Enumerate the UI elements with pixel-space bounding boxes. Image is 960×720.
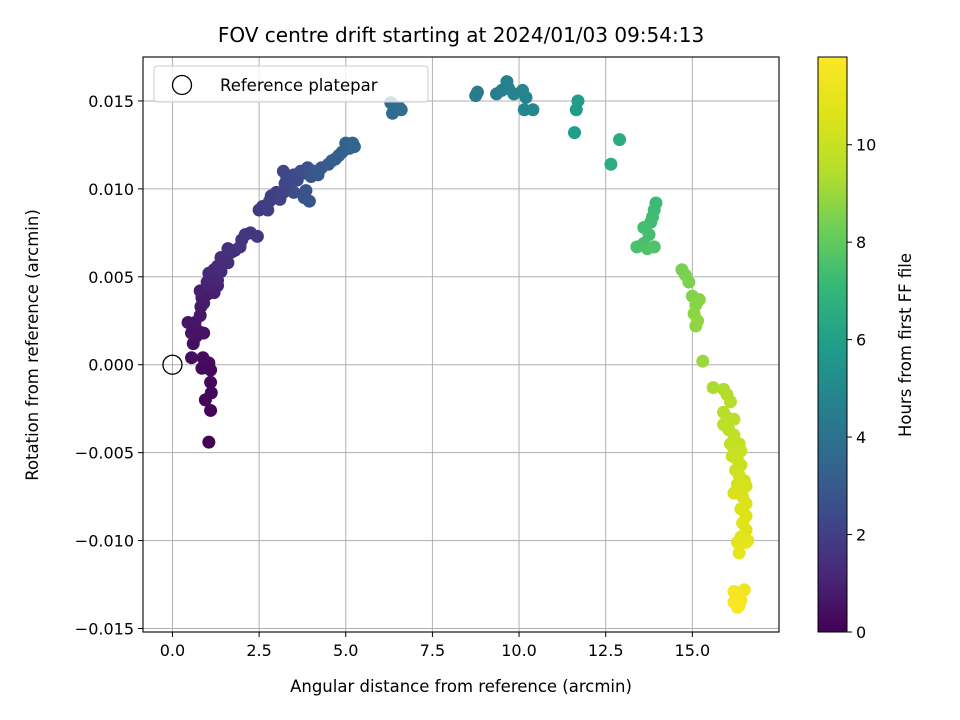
colorbar-label: Hours from first FF file — [896, 253, 915, 437]
data-point — [204, 386, 218, 400]
data-point — [569, 103, 583, 117]
colorbar: 0 2 4 6 8 10 Hours from first FF file — [817, 56, 915, 642]
y-tick-label: 0.000 — [88, 356, 134, 375]
data-point — [302, 194, 316, 208]
colorbar-ticks: 0 2 4 6 8 10 — [847, 136, 876, 642]
data-point — [604, 157, 618, 171]
x-axis-ticks: 0.0 2.5 5.0 7.5 10.0 12.5 15.0 — [160, 632, 710, 660]
colorbar-tick-label: 0 — [856, 623, 866, 642]
y-tick-label: −0.010 — [75, 532, 134, 551]
data-point — [526, 103, 540, 117]
data-point — [732, 546, 746, 560]
data-point — [682, 275, 696, 289]
colorbar-tick-label: 6 — [856, 331, 866, 350]
colorbar-tick-label: 2 — [856, 526, 866, 545]
data-point — [347, 140, 361, 154]
plot-area — [143, 57, 779, 632]
data-point — [647, 240, 661, 254]
data-point — [394, 103, 408, 117]
data-point — [185, 326, 199, 340]
data-point — [250, 229, 264, 243]
chart-title: FOV centre drift starting at 2024/01/03 … — [218, 23, 704, 47]
data-point — [568, 126, 582, 140]
legend-open-circle-marker — [171, 74, 193, 96]
data-point — [727, 412, 741, 426]
legend-box — [153, 65, 429, 103]
x-tick-label: 5.0 — [333, 641, 358, 660]
x-tick-label: 0.0 — [160, 641, 185, 660]
reference-platepar-marker — [162, 354, 183, 375]
x-tick-label: 2.5 — [246, 641, 271, 660]
data-point — [185, 351, 199, 365]
colorbar-tick-label: 4 — [856, 428, 866, 447]
colorbar-tick-label: 10 — [856, 136, 876, 155]
data-point — [723, 395, 737, 409]
data-point — [204, 375, 218, 389]
scatter-points — [181, 75, 755, 614]
data-point — [299, 184, 313, 198]
y-tick-label: 0.010 — [88, 180, 134, 199]
y-tick-label: −0.005 — [75, 444, 134, 463]
data-point — [202, 435, 216, 449]
data-point — [696, 354, 710, 368]
plot-frame — [142, 56, 780, 633]
data-point — [470, 85, 484, 99]
data-point — [196, 351, 210, 365]
reference-layer — [162, 354, 183, 375]
legend-label: Reference platepar — [220, 76, 378, 95]
x-tick-label: 12.5 — [588, 641, 624, 660]
grid-lines — [143, 57, 779, 632]
x-tick-label: 7.5 — [420, 641, 445, 660]
colorbar-tick-label: 8 — [856, 233, 866, 252]
data-point — [689, 319, 703, 333]
y-tick-label: 0.015 — [88, 92, 134, 111]
data-point — [730, 600, 744, 614]
colorbar-gradient — [817, 56, 848, 633]
data-point — [276, 164, 290, 178]
y-tick-label: −0.015 — [75, 619, 134, 638]
y-axis-label: Rotation from reference (arcmin) — [23, 209, 42, 481]
x-tick-label: 15.0 — [675, 641, 711, 660]
x-axis-label: Angular distance from reference (arcmin) — [290, 677, 632, 696]
y-tick-label: 0.005 — [88, 268, 134, 287]
legend: Reference platepar — [153, 65, 429, 103]
data-point — [706, 381, 720, 395]
data-point — [204, 403, 218, 417]
data-point — [519, 90, 533, 104]
data-point — [741, 534, 755, 548]
data-point — [287, 185, 301, 199]
data-point — [197, 326, 211, 340]
data-point — [630, 240, 644, 254]
y-axis-ticks: −0.015 −0.010 −0.005 0.000 0.005 0.010 0.015 — [75, 92, 143, 638]
x-tick-label: 10.0 — [501, 641, 537, 660]
data-point — [613, 133, 627, 147]
